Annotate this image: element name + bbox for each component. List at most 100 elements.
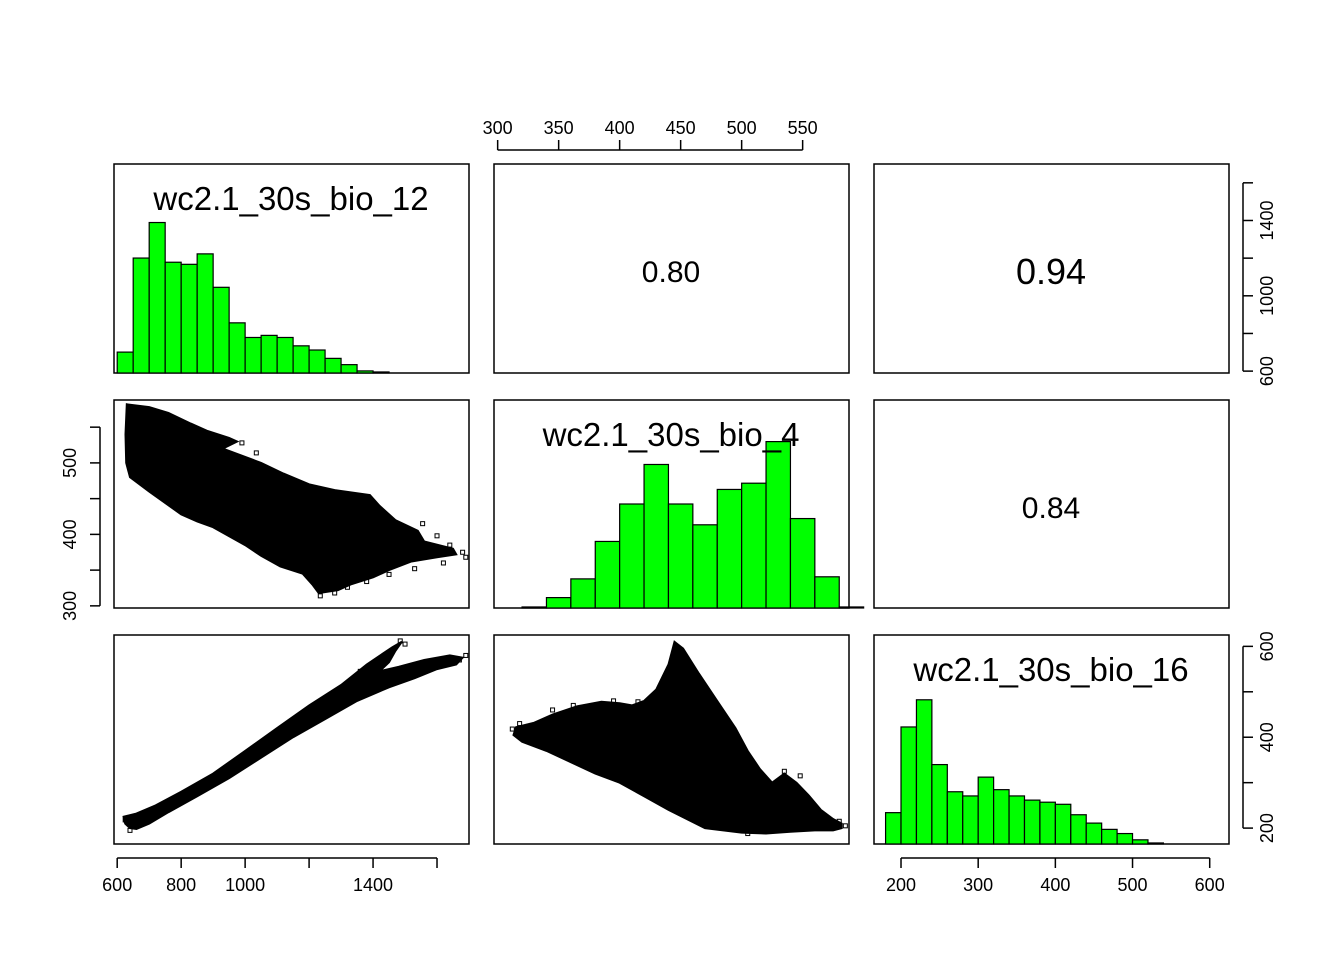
histogram-bar-bio-12-15 — [356, 370, 374, 374]
histogram-bar-bio-12-13 — [324, 357, 342, 374]
scatter-point-bio-12-vs-bio-16-4 — [357, 668, 363, 674]
histogram-bar-bio-4-7 — [692, 524, 718, 609]
scatter-point-bio-4-vs-bio-16-6 — [781, 768, 787, 774]
scatter-point-bio-12-vs-bio-4-8 — [364, 579, 370, 585]
histogram-bar-bio-16-3 — [931, 763, 948, 845]
histogram-bar-bio-12-4 — [180, 263, 198, 374]
correlation-bio-12-bio-4: 0.80 — [642, 256, 700, 289]
histogram-bar-bio-4-1 — [545, 596, 572, 609]
histogram-bar-bio-12-11 — [292, 345, 310, 374]
x-axis-label-top-bio-4-450: 450 — [666, 118, 696, 138]
scatter-cloud-bio-12-vs-bio-4 — [124, 403, 458, 595]
panel-2-3 — [873, 399, 1230, 609]
histogram-bar-bio-16-8 — [1008, 795, 1026, 845]
histogram-bar-bio-4-0 — [521, 606, 548, 609]
histogram-bar-bio-16-7 — [993, 789, 1010, 845]
scatter-point-bio-12-vs-bio-4-7 — [386, 571, 392, 577]
diag-label-bio-12: wc2.1_30s_bio_12 — [152, 180, 428, 217]
scatter-point-bio-4-vs-bio-16-10 — [745, 831, 751, 837]
histogram-bar-bio-4-11 — [789, 517, 816, 609]
histogram-bar-bio-4-4 — [619, 503, 645, 609]
y-axis-label-right-bio-16-200: 200 — [1257, 813, 1277, 843]
scatter-point-bio-12-vs-bio-4-5 — [440, 560, 446, 566]
histogram-bar-bio-4-5 — [643, 463, 670, 609]
histogram-bar-bio-16-17 — [1147, 842, 1165, 845]
histogram-bar-bio-4-13 — [838, 606, 865, 609]
diag-label-bio-16: wc2.1_30s_bio_16 — [912, 651, 1188, 688]
scatter-point-bio-4-vs-bio-16-3 — [570, 702, 576, 708]
histogram-bar-bio-16-1 — [900, 726, 918, 845]
histogram-bar-bio-4-10 — [765, 441, 792, 609]
histogram-bar-bio-16-5 — [962, 795, 979, 845]
histogram-bar-bio-16-2 — [915, 699, 933, 845]
y-axis-label-bio-4-300: 300 — [60, 591, 80, 621]
scatter-point-bio-12-vs-bio-16-3 — [456, 657, 462, 663]
histogram-bar-bio-12-7 — [228, 322, 246, 374]
scatter-point-bio-12-vs-bio-4-13 — [239, 440, 245, 446]
scatter-point-bio-12-vs-bio-4-9 — [344, 584, 350, 590]
histogram-bar-bio-12-5 — [196, 253, 214, 374]
x-axis-label-bio-12-1400: 1400 — [353, 875, 393, 895]
scatter-point-bio-12-vs-bio-16-6 — [127, 827, 133, 833]
histogram-bar-bio-16-6 — [977, 776, 995, 845]
scatter-point-bio-4-vs-bio-16-5 — [635, 699, 641, 705]
histogram-bar-bio-12-1 — [132, 257, 150, 374]
histogram-bar-bio-4-6 — [667, 503, 694, 609]
panel-1-2 — [493, 163, 850, 374]
y-axis-label-right-bio-12-1000: 1000 — [1257, 276, 1277, 316]
scatter-point-bio-12-vs-bio-4-0 — [420, 521, 426, 527]
axes: 600 800 1000 1400 200 300 400 500 600 300 350 400 45… — [60, 118, 1277, 895]
scatter-point-bio-12-vs-bio-16-0 — [397, 638, 403, 644]
histogram-bar-bio-12-14 — [340, 364, 358, 374]
histogram-bio-12 — [116, 221, 390, 374]
scatter-point-bio-4-vs-bio-16-9 — [836, 818, 842, 824]
scatter-point-bio-12-vs-bio-4-3 — [460, 549, 466, 555]
histogram-bio-16 — [884, 699, 1165, 845]
histogram-bar-bio-12-2 — [148, 221, 166, 374]
scatter-bio-12-vs-bio-16 — [122, 638, 469, 833]
scatter-point-bio-4-vs-bio-16-4 — [611, 698, 617, 704]
panel-3-1 — [113, 634, 470, 845]
histogram-bar-bio-12-9 — [260, 334, 278, 374]
histogram-bar-bio-4-12 — [814, 576, 840, 609]
scatter-cloud-bio-4-vs-bio-16 — [512, 640, 843, 835]
scatter-point-bio-12-vs-bio-4-6 — [412, 566, 418, 572]
scatter-bio-4-vs-bio-16 — [509, 640, 848, 837]
histogram-bar-bio-4-3 — [594, 540, 621, 609]
panel-1-3 — [873, 163, 1230, 374]
histogram-bar-bio-16-11 — [1054, 803, 1072, 845]
correlation-bio-12-bio-16: 0.94 — [1016, 251, 1086, 292]
x-axis-label-bio-16-400: 400 — [1040, 875, 1070, 895]
histogram-bar-bio-16-13 — [1085, 822, 1103, 845]
histogram-bar-bio-12-0 — [116, 351, 134, 374]
scatter-point-bio-4-vs-bio-16-8 — [842, 823, 848, 829]
histogram-bar-bio-16-12 — [1070, 814, 1087, 845]
x-axis-label-top-bio-4-350: 350 — [544, 118, 574, 138]
scatter-cloud-bio-12-vs-bio-16 — [122, 640, 465, 831]
x-axis-label-top-bio-4-500: 500 — [727, 118, 757, 138]
panel-3-2 — [493, 634, 850, 845]
scatter-point-bio-4-vs-bio-16-7 — [797, 773, 803, 779]
y-axis-label-right-bio-16-400: 400 — [1257, 722, 1277, 752]
x-axis-label-bio-16-200: 200 — [886, 875, 916, 895]
histogram-bar-bio-16-9 — [1023, 799, 1041, 845]
histogram-bar-bio-4-9 — [741, 482, 767, 609]
x-axis-label-bio-16-500: 500 — [1118, 875, 1148, 895]
y-axis-label-bio-4-500: 500 — [60, 448, 80, 478]
x-axis-label-bio-16-600: 600 — [1195, 875, 1225, 895]
scatter-point-bio-12-vs-bio-16-5 — [376, 664, 382, 670]
histogram-bar-bio-16-4 — [946, 791, 964, 845]
scatter-point-bio-12-vs-bio-16-1 — [402, 641, 408, 647]
scatter-bio-12-vs-bio-4 — [124, 403, 469, 599]
scatter-point-bio-12-vs-bio-4-4 — [463, 554, 469, 560]
y-axis-label-right-bio-12-1400: 1400 — [1257, 200, 1277, 240]
x-axis-label-bio-12-600: 600 — [102, 875, 132, 895]
histogram-bar-bio-12-10 — [276, 336, 294, 374]
x-axis-label-top-bio-4-300: 300 — [483, 118, 513, 138]
histogram-bar-bio-4-2 — [570, 578, 596, 609]
x-axis-label-top-bio-4-550: 550 — [788, 118, 818, 138]
histogram-bar-bio-4-8 — [716, 488, 743, 609]
scatter-point-bio-12-vs-bio-16-2 — [463, 652, 469, 658]
scatter-point-bio-4-vs-bio-16-2 — [550, 707, 556, 713]
